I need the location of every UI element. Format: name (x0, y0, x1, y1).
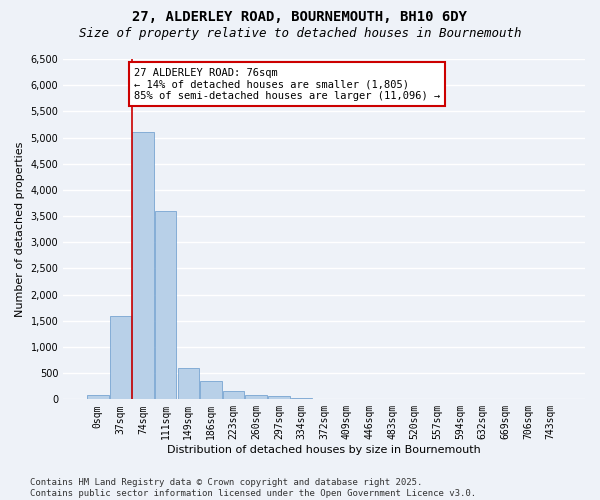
Text: 27, ALDERLEY ROAD, BOURNEMOUTH, BH10 6DY: 27, ALDERLEY ROAD, BOURNEMOUTH, BH10 6DY (133, 10, 467, 24)
Bar (291, 398, 312, 400)
Bar (178, 368, 199, 400)
Bar (313, 399, 335, 400)
Bar (223, 392, 244, 400)
Bar (132, 132, 154, 400)
Bar (87, 395, 109, 400)
Bar (268, 396, 290, 400)
Text: 27 ALDERLEY ROAD: 76sqm
← 14% of detached houses are smaller (1,805)
85% of semi: 27 ALDERLEY ROAD: 76sqm ← 14% of detache… (134, 68, 440, 100)
Bar (200, 381, 222, 400)
Bar (245, 395, 267, 400)
Bar (155, 211, 176, 400)
X-axis label: Distribution of detached houses by size in Bournemouth: Distribution of detached houses by size … (167, 445, 481, 455)
Y-axis label: Number of detached properties: Number of detached properties (15, 142, 25, 317)
Text: Size of property relative to detached houses in Bournemouth: Size of property relative to detached ho… (79, 28, 521, 40)
Bar (110, 316, 131, 400)
Text: Contains HM Land Registry data © Crown copyright and database right 2025.
Contai: Contains HM Land Registry data © Crown c… (30, 478, 476, 498)
